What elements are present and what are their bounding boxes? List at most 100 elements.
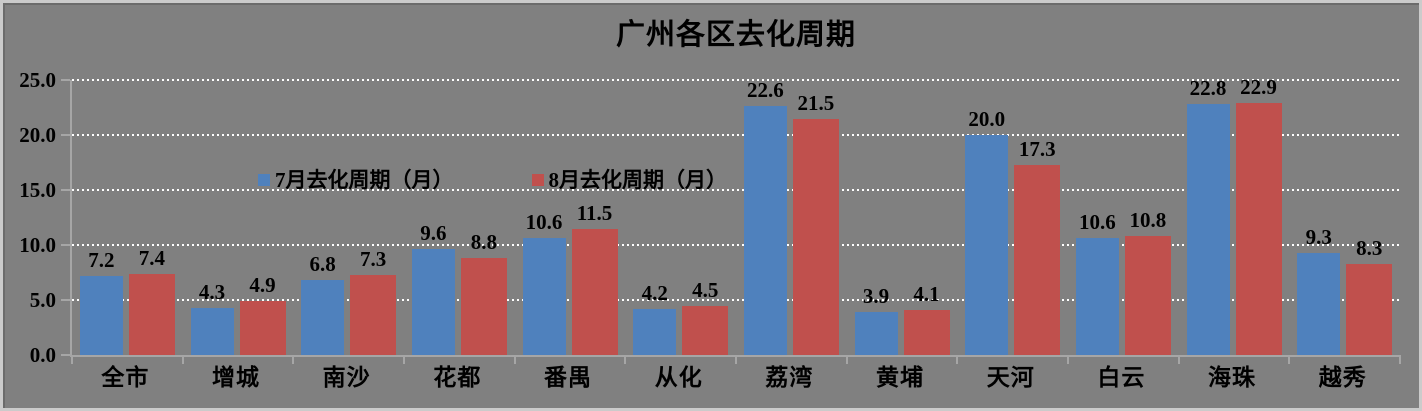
data-label: 7.4 [138, 245, 165, 270]
x-axis-category-label-白云: 白云 [1097, 365, 1146, 390]
x-axis-category-label-番禺: 番禺 [544, 365, 593, 390]
x-axis-tick-mark [71, 355, 73, 364]
bar-series1-黄埔: 3.9 [854, 284, 898, 355]
data-label: 4.9 [249, 273, 276, 298]
data-label: 22.8 [1189, 76, 1227, 101]
x-axis-category-label-荔湾: 荔湾 [765, 365, 814, 390]
category-slot-2: 4.3 4.9 [183, 80, 294, 355]
data-label: 10.6 [525, 210, 563, 235]
y-axis-tick-mark [61, 299, 70, 301]
bars-layer: 7.2 7.4 4.3 4.9 6.8 7.3 9.6 8.8 10.6 11.5 4.2 4.5 22… [72, 75, 1400, 355]
gridline-5.0 [72, 299, 1400, 301]
plot-area: 7.2 7.4 4.3 4.9 6.8 7.3 9.6 8.8 10.6 11.5 4.2 4.5 22… [19, 68, 1401, 367]
y-axis-tick-mark [61, 79, 70, 81]
data-label: 7.3 [360, 246, 387, 271]
category-slot-4: 9.6 8.8 [404, 80, 515, 355]
data-label: 8.3 [1356, 235, 1383, 260]
x-axis-tick-mark [1399, 355, 1401, 364]
bar-series2-白云: 10.8 [1124, 208, 1171, 355]
bar-series2-海珠: 22.9 [1235, 75, 1282, 355]
data-label: 11.5 [576, 200, 613, 225]
x-axis-tick-mark [181, 355, 184, 364]
bar-series1-南沙: 6.8 [301, 252, 345, 355]
bar-series2-黄埔: 4.1 [903, 282, 950, 355]
x-axis-labels: 全市 增城 南沙 花都 番禺 从化 荔湾 黄埔 天河 白云 海珠 越秀 [70, 363, 1398, 393]
bar-series1-海珠: 22.8 [1186, 76, 1230, 355]
data-label: 4.2 [641, 280, 668, 305]
legend-label-august: 8月去化周期（月） [548, 168, 728, 192]
x-axis-category-label-花都: 花都 [433, 365, 482, 390]
category-slot-1: 7.2 7.4 [72, 80, 183, 355]
category-slot-12: 9.3 8.3 [1289, 80, 1400, 355]
x-axis-category-label-海珠: 海珠 [1208, 365, 1257, 390]
bar-series1-花都: 9.6 [411, 221, 455, 355]
data-label: 4.5 [692, 277, 719, 302]
bar-series2-南沙: 7.3 [350, 247, 397, 355]
data-label: 9.3 [1305, 224, 1332, 249]
legend-swatch-july-icon [258, 174, 270, 186]
data-label: 20.0 [968, 107, 1006, 131]
bar-series1-白云: 10.6 [1075, 210, 1119, 355]
x-axis-tick-mark [956, 355, 959, 364]
x-axis-category-label-天河: 天河 [986, 365, 1035, 390]
bar-series2-花都: 8.8 [460, 230, 507, 355]
category-slot-6: 4.2 4.5 [625, 80, 736, 355]
data-label: 4.3 [198, 279, 226, 304]
category-slot-7: 22.6 21.5 [736, 78, 847, 355]
data-label: 17.3 [1018, 136, 1056, 161]
bar-series2-天河: 17.3 [1014, 137, 1061, 355]
data-label: 4.1 [913, 281, 940, 306]
legend-swatch-august-icon [531, 174, 544, 186]
y-axis-tick-label-0.0: 0.0 [29, 343, 56, 367]
data-label: 10.6 [1079, 210, 1116, 235]
category-slot-10: 10.6 10.8 [1068, 80, 1179, 355]
gridline-25.0 [72, 79, 1400, 81]
y-axis-tick-mark [61, 354, 70, 356]
gridline-15.0 [72, 189, 1400, 191]
x-axis-category-label-黄埔: 黄埔 [876, 365, 925, 390]
x-axis-tick-mark [1067, 355, 1069, 364]
bar-series1-增城: 4.3 [190, 280, 234, 355]
y-axis-tick-mark [61, 244, 70, 246]
gridline-10.0 [72, 244, 1400, 246]
category-slot-9: 20.0 17.3 [957, 80, 1068, 355]
y-axis-tick-label-15.0: 15.0 [19, 178, 56, 202]
bar-series1-番禺: 10.6 [522, 210, 566, 355]
y-axis-tick-label-5.0: 5.0 [29, 288, 56, 312]
gridline-20.0 [72, 134, 1400, 136]
x-axis-tick-mark [845, 355, 848, 364]
data-label: 22.6 [746, 78, 784, 103]
category-slot-3: 6.8 7.3 [293, 80, 404, 355]
x-axis-tick-mark [1177, 355, 1180, 364]
x-axis-category-label-南沙: 南沙 [322, 365, 371, 390]
x-axis-tick-mark [513, 355, 516, 364]
bar-series2-越秀: 8.3 [1346, 236, 1393, 355]
data-label: 8.8 [470, 230, 497, 255]
x-axis-tick-mark [1288, 355, 1291, 364]
x-axis-tick-mark [624, 355, 627, 364]
legend: 7月去化周期（月） 8月去化周期（月） [258, 164, 727, 194]
y-axis-tick-mark [61, 134, 70, 136]
y-axis-tick-label-25.0: 25.0 [19, 68, 56, 92]
x-axis-category-label-越秀: 越秀 [1318, 365, 1367, 390]
x-axis-tick-mark [403, 355, 405, 364]
y-axis-tick-mark [61, 189, 70, 191]
bar-series1-天河: 20.0 [965, 107, 1009, 355]
data-label: 6.8 [309, 252, 336, 277]
x-axis-category-label-从化: 从化 [654, 365, 703, 390]
legend-item-july: 7月去化周期（月） [258, 164, 454, 194]
bar-series2-全市: 7.4 [128, 246, 175, 355]
data-label: 7.2 [88, 247, 115, 272]
x-axis-tick-mark [292, 355, 295, 364]
data-label: 10.8 [1129, 208, 1167, 233]
bar-series1-荔湾: 22.6 [743, 78, 787, 355]
bar-series1-全市: 7.2 [79, 248, 123, 355]
x-axis-tick-mark [735, 355, 737, 364]
category-slot-11: 22.8 22.9 [1179, 75, 1290, 355]
x-axis-category-label-增城: 增城 [212, 365, 260, 390]
x-axis-category-label-全市: 全市 [101, 365, 150, 390]
category-slot-5: 10.6 11.5 [515, 80, 626, 355]
bar-series2-荔湾: 21.5 [792, 91, 839, 355]
bar-series2-增城: 4.9 [239, 273, 286, 355]
legend-label-july: 7月去化周期（月） [275, 168, 454, 192]
